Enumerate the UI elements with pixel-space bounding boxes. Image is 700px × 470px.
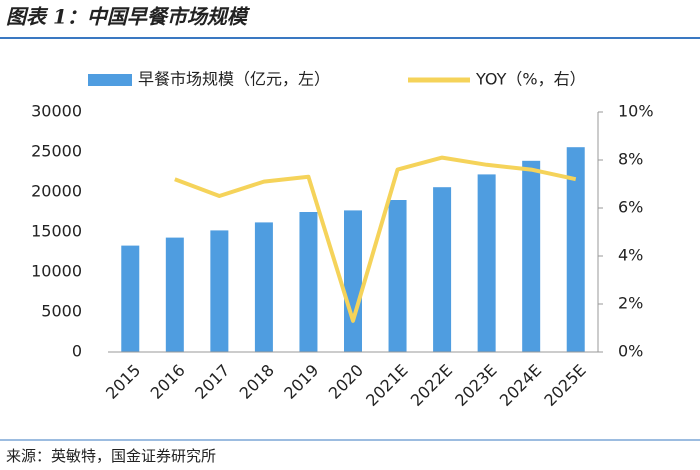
source: 来源：英敏特，国金证券研究所 xyxy=(6,447,216,465)
legend-label: 早餐市场规模（亿元，左） xyxy=(138,70,330,89)
chart-title: 图表 1：中国早餐市场规模 xyxy=(6,5,251,29)
x-tick-label: 2023E xyxy=(451,361,500,410)
y2-tick-label: 6% xyxy=(618,198,643,217)
bar xyxy=(477,174,496,352)
y2-tick-label: 8% xyxy=(618,150,643,169)
y-tick-label: 20000 xyxy=(31,182,82,201)
legend-swatch xyxy=(88,74,132,86)
bar xyxy=(433,187,452,352)
y2-tick-label: 4% xyxy=(618,246,643,265)
bar xyxy=(254,222,273,352)
bar xyxy=(165,237,184,352)
x-tick-label: 2018 xyxy=(236,361,278,403)
y2-tick-label: 0% xyxy=(618,342,643,361)
x-tick-label: 2022E xyxy=(407,361,456,410)
x-tick-label: 2021E xyxy=(362,361,411,410)
bar xyxy=(344,210,362,352)
y-tick-label: 0 xyxy=(72,342,82,361)
x-tick-label: 2025E xyxy=(540,361,589,410)
bar xyxy=(388,200,407,352)
bar xyxy=(121,245,140,352)
bar xyxy=(566,147,585,352)
x-tick-label: 2024E xyxy=(496,361,545,410)
bar xyxy=(299,212,318,352)
x-tick-label: 2017 xyxy=(191,361,233,403)
y-tick-label: 10000 xyxy=(31,262,82,281)
y-tick-label: 5000 xyxy=(41,302,82,321)
x-tick-label: 2016 xyxy=(147,361,189,403)
y-tick-label: 25000 xyxy=(31,142,82,161)
yoy-line xyxy=(174,155,577,323)
y2-tick-label: 10% xyxy=(618,102,654,121)
y-tick-label: 15000 xyxy=(31,222,82,241)
legend-label: YOY（%，右） xyxy=(475,70,586,89)
y-tick-label: 30000 xyxy=(31,102,82,121)
bar xyxy=(210,230,229,352)
x-tick-label: 2015 xyxy=(102,361,144,403)
y2-tick-label: 2% xyxy=(618,294,643,313)
bar xyxy=(522,160,541,352)
x-tick-label: 2020 xyxy=(325,361,367,403)
x-tick-label: 2019 xyxy=(280,361,322,403)
